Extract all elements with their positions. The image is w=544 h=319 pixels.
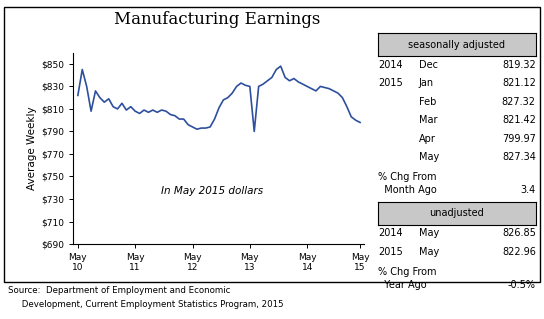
Text: Development, Current Employment Statistics Program, 2015: Development, Current Employment Statisti…: [8, 300, 284, 309]
Text: Dec: Dec: [419, 60, 438, 70]
Text: May: May: [419, 152, 439, 162]
Text: 826.85: 826.85: [502, 228, 536, 238]
Text: Apr: Apr: [419, 134, 436, 144]
Y-axis label: Average Weekly: Average Weekly: [27, 107, 37, 190]
Text: May: May: [419, 247, 439, 256]
Text: 821.12: 821.12: [502, 78, 536, 88]
Text: unadjusted: unadjusted: [430, 208, 484, 218]
Text: 821.42: 821.42: [502, 115, 536, 125]
Text: In May 2015 dollars: In May 2015 dollars: [161, 186, 263, 196]
Text: % Chg From: % Chg From: [378, 172, 437, 182]
Text: 827.34: 827.34: [502, 152, 536, 162]
Text: Feb: Feb: [419, 97, 436, 107]
Text: 3.4: 3.4: [521, 185, 536, 195]
Text: Source:  Department of Employment and Economic: Source: Department of Employment and Eco…: [8, 286, 231, 294]
Text: Year Ago: Year Ago: [378, 279, 426, 290]
Text: May: May: [419, 228, 439, 238]
Text: 827.32: 827.32: [502, 97, 536, 107]
Text: Mar: Mar: [419, 115, 437, 125]
Text: 2014: 2014: [378, 60, 403, 70]
Text: 822.96: 822.96: [502, 247, 536, 256]
Text: 2015: 2015: [378, 78, 403, 88]
Text: 799.97: 799.97: [502, 134, 536, 144]
Text: seasonally adjusted: seasonally adjusted: [409, 40, 505, 50]
Text: % Chg From: % Chg From: [378, 267, 437, 277]
Text: 2014: 2014: [378, 228, 403, 238]
Text: Manufacturing Earnings: Manufacturing Earnings: [114, 11, 321, 28]
Text: 2015: 2015: [378, 247, 403, 256]
Text: -0.5%: -0.5%: [508, 279, 536, 290]
Text: 819.32: 819.32: [502, 60, 536, 70]
Text: Jan: Jan: [419, 78, 434, 88]
Text: Month Ago: Month Ago: [378, 185, 437, 195]
